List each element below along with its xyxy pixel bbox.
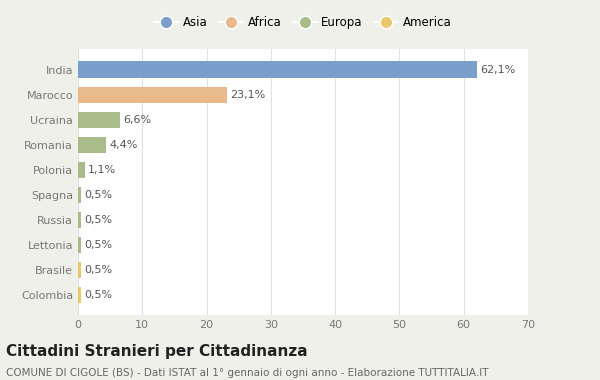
Text: 4,4%: 4,4% xyxy=(110,140,138,150)
Text: 0,5%: 0,5% xyxy=(85,215,113,225)
Text: 1,1%: 1,1% xyxy=(88,165,116,175)
Text: Cittadini Stranieri per Cittadinanza: Cittadini Stranieri per Cittadinanza xyxy=(6,344,308,359)
Bar xyxy=(78,262,81,278)
Text: COMUNE DI CIGOLE (BS) - Dati ISTAT al 1° gennaio di ogni anno - Elaborazione TUT: COMUNE DI CIGOLE (BS) - Dati ISTAT al 1°… xyxy=(6,368,488,378)
Bar xyxy=(78,237,81,253)
Bar xyxy=(78,187,81,203)
Text: 0,5%: 0,5% xyxy=(85,290,113,300)
Bar xyxy=(78,87,227,103)
Legend: Asia, Africa, Europa, America: Asia, Africa, Europa, America xyxy=(151,13,455,33)
Bar xyxy=(78,62,477,78)
Bar xyxy=(78,162,85,178)
Text: 0,5%: 0,5% xyxy=(85,240,113,250)
Text: 62,1%: 62,1% xyxy=(481,65,515,74)
Bar xyxy=(78,112,121,128)
Text: 0,5%: 0,5% xyxy=(85,190,113,200)
Bar xyxy=(78,137,106,153)
Bar xyxy=(78,212,81,228)
Text: 23,1%: 23,1% xyxy=(230,90,265,100)
Text: 0,5%: 0,5% xyxy=(85,265,113,275)
Text: 6,6%: 6,6% xyxy=(124,115,152,125)
Bar xyxy=(78,287,81,303)
